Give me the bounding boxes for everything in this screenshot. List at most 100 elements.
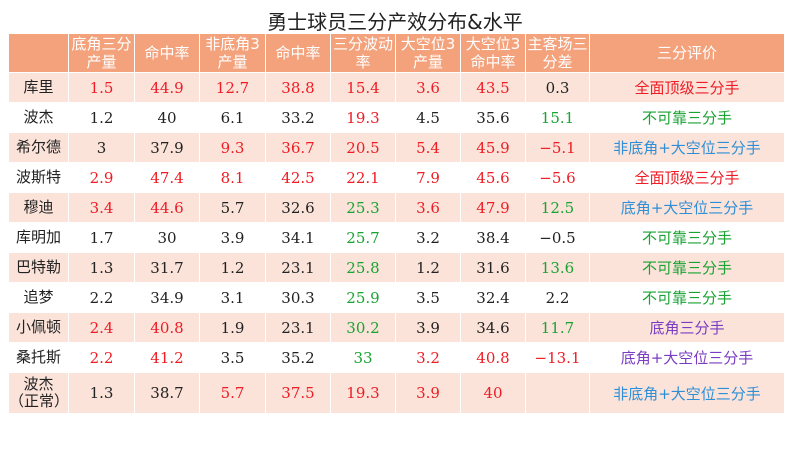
header-home-away-diff: 主客场三分差 bbox=[525, 33, 590, 73]
stat-cell: 23.1 bbox=[265, 312, 331, 343]
player-name-cell: 追梦 bbox=[8, 282, 69, 313]
table-title: 勇士球员三分产效分布&水平 bbox=[267, 10, 523, 34]
stat-cell: 1.9 bbox=[199, 312, 266, 343]
evaluation-cell: 不可靠三分手 bbox=[589, 222, 785, 253]
stat-cell: 30 bbox=[134, 222, 200, 253]
stat-cell: 44.6 bbox=[134, 192, 200, 223]
table-row: 波斯特 2.9 47.4 8.1 42.5 22.1 7.9 45.6 −5.6 全面顶级三分手 bbox=[8, 162, 785, 193]
header-evaluation: 三分评价 bbox=[589, 33, 785, 73]
player-name-cell: 波杰 bbox=[8, 102, 69, 133]
player-name-cell: 桑托斯 bbox=[8, 342, 69, 373]
evaluation-cell: 底角+大空位三分手 bbox=[589, 342, 785, 373]
stat-cell: 34.6 bbox=[460, 312, 526, 343]
stat-cell: 30.2 bbox=[330, 312, 396, 343]
header-wide-open-3-volume: 大空位3产量 bbox=[395, 33, 461, 73]
stat-cell: 2.2 bbox=[525, 282, 590, 313]
evaluation-cell: 不可靠三分手 bbox=[589, 282, 785, 313]
stat-cell: 40 bbox=[134, 102, 200, 133]
stat-cell: 2.2 bbox=[68, 282, 135, 313]
player-name-cell: 波杰（正常） bbox=[8, 372, 69, 414]
stat-cell: 9.3 bbox=[199, 132, 266, 163]
stat-cell: 25.7 bbox=[330, 222, 396, 253]
stat-cell: 34.1 bbox=[265, 222, 331, 253]
evaluation-cell: 不可靠三分手 bbox=[589, 102, 785, 133]
stat-cell: 3.2 bbox=[395, 342, 461, 373]
stat-cell: 38.8 bbox=[265, 72, 331, 103]
player-name-cell: 穆迪 bbox=[8, 192, 69, 223]
header-player bbox=[8, 33, 69, 73]
stat-cell: 33 bbox=[330, 342, 396, 373]
evaluation-cell: 底角+大空位三分手 bbox=[589, 192, 785, 223]
stat-cell: 12.7 bbox=[199, 72, 266, 103]
table-row: 波杰 1.2 40 6.1 33.2 19.3 4.5 35.6 15.1 不可靠三分手 bbox=[8, 102, 785, 133]
table-row: 穆迪 3.4 44.6 5.7 32.6 25.3 3.6 47.9 12.5 底角+大空位三分手 bbox=[8, 192, 785, 223]
stat-cell: 8.1 bbox=[199, 162, 266, 193]
stat-cell: 25.9 bbox=[330, 282, 396, 313]
stat-cell: 31.6 bbox=[460, 252, 526, 283]
stat-cell: 35.2 bbox=[265, 342, 331, 373]
stat-cell: 44.9 bbox=[134, 72, 200, 103]
evaluation-cell: 不可靠三分手 bbox=[589, 252, 785, 283]
stat-cell: 3.5 bbox=[395, 282, 461, 313]
player-name-cell: 波斯特 bbox=[8, 162, 69, 193]
stat-cell: 1.7 bbox=[68, 222, 135, 253]
stat-cell: 30.3 bbox=[265, 282, 331, 313]
stat-cell: 2.2 bbox=[68, 342, 135, 373]
stat-cell: 37.9 bbox=[134, 132, 200, 163]
evaluation-cell: 全面顶级三分手 bbox=[589, 162, 785, 193]
stat-cell: 40.8 bbox=[134, 312, 200, 343]
stat-cell: 1.2 bbox=[199, 252, 266, 283]
evaluation-cell: 非底角+大空位三分手 bbox=[589, 132, 785, 163]
stat-cell: 1.3 bbox=[68, 252, 135, 283]
stat-cell: 7.9 bbox=[395, 162, 461, 193]
header-corner-3-volume: 底角三分产量 bbox=[68, 33, 135, 73]
stat-cell: 37.5 bbox=[265, 372, 331, 414]
header-wide-open-3-pct: 大空位3命中率 bbox=[460, 33, 526, 73]
stat-cell: 11.7 bbox=[525, 312, 590, 343]
stat-cell: −0.5 bbox=[525, 222, 590, 253]
stat-cell: 5.4 bbox=[395, 132, 461, 163]
stat-cell: 3.6 bbox=[395, 72, 461, 103]
header-volatility: 三分波动率 bbox=[330, 33, 396, 73]
table-row: 桑托斯 2.2 41.2 3.5 35.2 33 3.2 40.8 −13.1 底角+大空位三分手 bbox=[8, 342, 785, 373]
stat-cell: 36.7 bbox=[265, 132, 331, 163]
stat-cell: 19.3 bbox=[330, 372, 396, 414]
stat-cell: 31.7 bbox=[134, 252, 200, 283]
table-body: 库里 1.5 44.9 12.7 38.8 15.4 3.6 43.5 0.3 全面顶级三分手 波杰… bbox=[8, 72, 785, 414]
stat-cell: 45.6 bbox=[460, 162, 526, 193]
stat-cell: 32.4 bbox=[460, 282, 526, 313]
stat-cell: 41.2 bbox=[134, 342, 200, 373]
stat-cell: 2.9 bbox=[68, 162, 135, 193]
three-point-table: 底角三分产量 命中率 非底角3产量 命中率 三分波动率 大空位3产量 大空位3命… bbox=[8, 33, 785, 414]
stat-cell: 1.2 bbox=[68, 102, 135, 133]
table-row: 库明加 1.7 30 3.9 34.1 25.7 3.2 38.4 −0.5 不可靠三分手 bbox=[8, 222, 785, 253]
stat-cell: −13.1 bbox=[525, 342, 590, 373]
stat-cell: 38.4 bbox=[460, 222, 526, 253]
stat-cell: −5.1 bbox=[525, 132, 590, 163]
stat-cell: 33.2 bbox=[265, 102, 331, 133]
stat-cell: 3.1 bbox=[199, 282, 266, 313]
table-row: 追梦 2.2 34.9 3.1 30.3 25.9 3.5 32.4 2.2 不可靠三分手 bbox=[8, 282, 785, 313]
player-name-cell: 希尔德 bbox=[8, 132, 69, 163]
stat-cell: 13.6 bbox=[525, 252, 590, 283]
stat-cell: 3.2 bbox=[395, 222, 461, 253]
stat-cell: 0.3 bbox=[525, 72, 590, 103]
stat-cell: 25.8 bbox=[330, 252, 396, 283]
stat-cell: 40.8 bbox=[460, 342, 526, 373]
stat-cell: 3.9 bbox=[395, 312, 461, 343]
stat-cell: 20.5 bbox=[330, 132, 396, 163]
stat-cell bbox=[525, 372, 590, 414]
stat-cell: 42.5 bbox=[265, 162, 331, 193]
stat-cell: 5.7 bbox=[199, 372, 266, 414]
stat-cell: 35.6 bbox=[460, 102, 526, 133]
evaluation-cell: 非底角+大空位三分手 bbox=[589, 372, 785, 414]
stat-cell: 1.5 bbox=[68, 72, 135, 103]
stat-cell: 34.9 bbox=[134, 282, 200, 313]
stat-cell: 3.4 bbox=[68, 192, 135, 223]
stat-cell: 23.1 bbox=[265, 252, 331, 283]
stat-cell: 3.9 bbox=[395, 372, 461, 414]
player-name-cell: 库明加 bbox=[8, 222, 69, 253]
header-non-corner-3-pct: 命中率 bbox=[265, 33, 331, 73]
player-name-cell: 小佩顿 bbox=[8, 312, 69, 343]
stat-cell: 15.1 bbox=[525, 102, 590, 133]
